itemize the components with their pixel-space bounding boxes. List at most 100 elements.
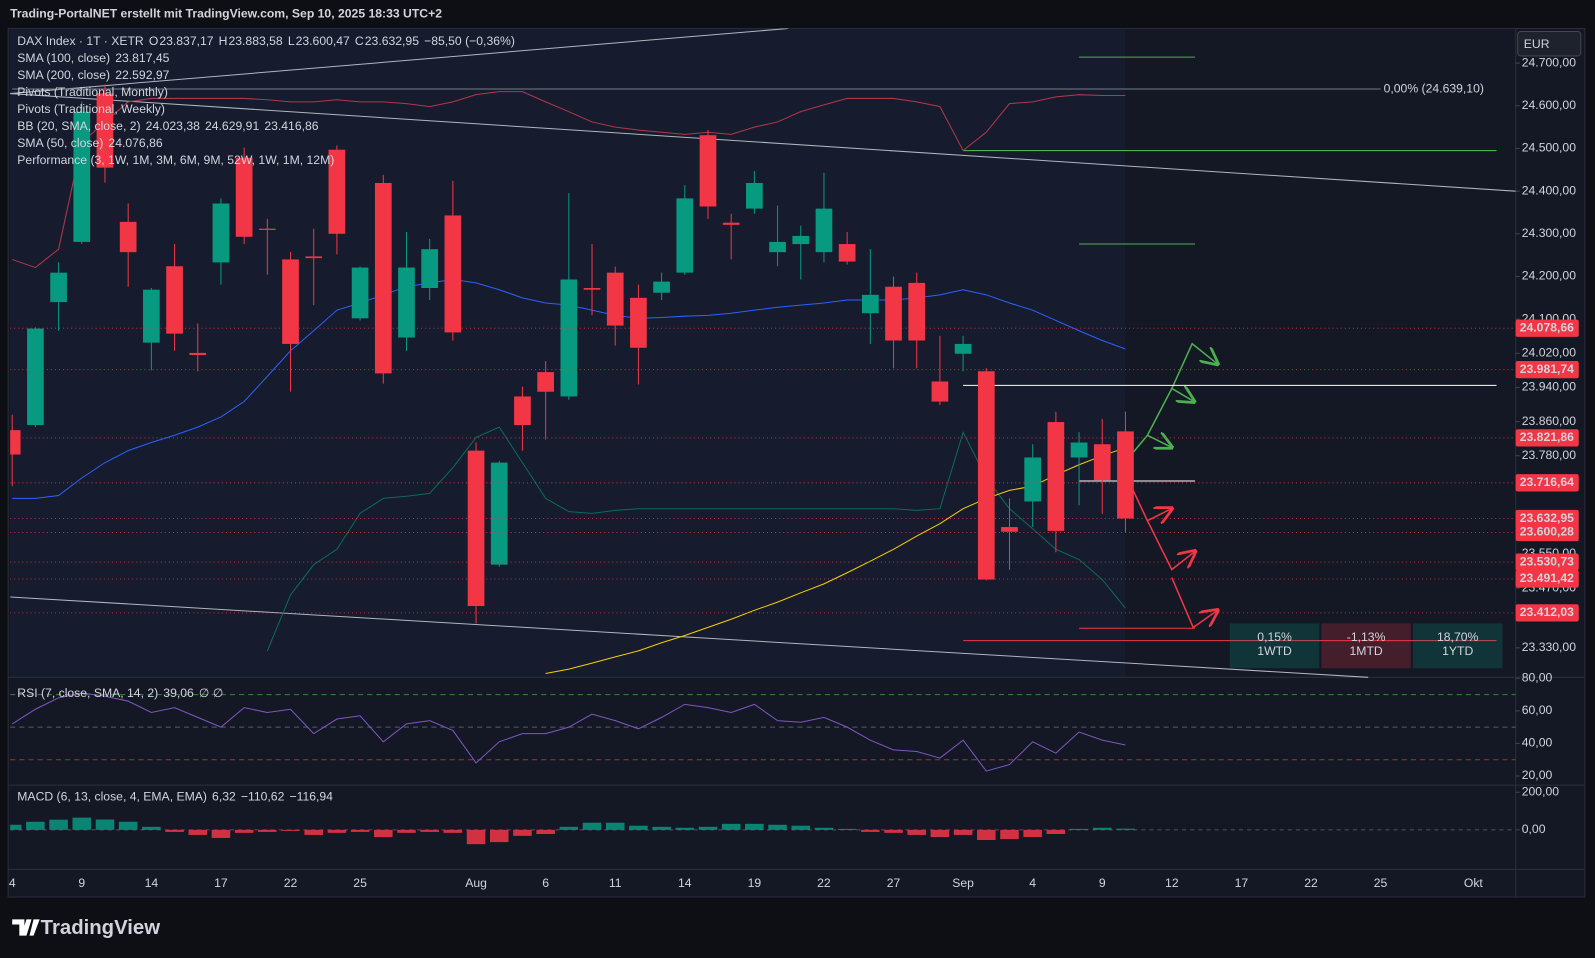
- macd-histogram-bar: [72, 817, 92, 830]
- x-tick-label: 17: [214, 876, 228, 890]
- performance-period: 1WTD: [1257, 644, 1292, 658]
- candle-body: [490, 462, 508, 565]
- macd-histogram-bar: [1092, 827, 1112, 830]
- x-tick-label: 12: [1165, 876, 1179, 890]
- candle-body: [954, 343, 972, 354]
- macd-histogram-bar: [721, 823, 741, 830]
- price-label-bg: [1515, 553, 1579, 571]
- macd-histogram-bar: [165, 829, 184, 832]
- indicator-line: [12, 91, 1126, 269]
- pivot-label: 0,00% (24.639,10): [1384, 81, 1484, 95]
- macd-histogram-bar: [49, 819, 68, 830]
- candle-body: [931, 381, 949, 402]
- macd-histogram-bar: [582, 822, 602, 830]
- macd-histogram-bar: [814, 827, 834, 830]
- candle-body: [1024, 457, 1042, 502]
- x-tick-label: 22: [817, 876, 831, 890]
- performance-period: 1MTD: [1350, 644, 1383, 658]
- y-tick-label: 80,00: [1522, 671, 1553, 685]
- y-tick-label: 24.200,00: [1522, 269, 1576, 283]
- macd-histogram-bar: [374, 829, 393, 838]
- macd-value: −110,62: [241, 790, 285, 804]
- performance-value: 0,15%: [1257, 630, 1292, 644]
- scenario-arrow: [1171, 577, 1218, 629]
- price-label: 23.981,74: [1520, 362, 1574, 376]
- candle-body: [769, 241, 786, 253]
- price-label-bg: [1515, 570, 1579, 588]
- ohlc-value: 23.883,58: [228, 34, 282, 48]
- y-tick-label: 24.400,00: [1522, 183, 1576, 197]
- study-name: BB (20, SMA, close, 2): [17, 119, 140, 133]
- y-tick-label: 24.500,00: [1522, 141, 1576, 155]
- macd-histogram-bar: [188, 829, 208, 835]
- candle-body: [977, 371, 995, 580]
- macd-histogram-bar: [327, 829, 347, 833]
- macd-histogram-bar: [930, 829, 950, 838]
- performance-box: [1229, 623, 1320, 669]
- study-name: SMA (50, close): [17, 136, 103, 150]
- overlay: 24.700,00 24.600,00 24.500,00 24.400,00 24.3…: [9, 34, 1579, 890]
- x-tick-label: 17: [1235, 876, 1249, 890]
- y-tick-label: 20,00: [1522, 768, 1553, 782]
- study-value: 24.629,91: [205, 119, 259, 133]
- y-tick-label: 200,00: [1522, 784, 1560, 798]
- price-label: 23.600,28: [1520, 525, 1574, 539]
- macd-histogram-bar: [489, 829, 509, 843]
- candle-body: [746, 183, 763, 209]
- x-tick-label: 6: [542, 876, 549, 890]
- price-label-bg: [1515, 429, 1579, 447]
- candle-body: [885, 286, 902, 341]
- y-tick-label: 23.780,00: [1522, 448, 1576, 462]
- macd-histogram-bar: [26, 821, 45, 830]
- candle-body: [1117, 431, 1134, 519]
- price-label: 23.716,64: [1520, 475, 1574, 489]
- macd-histogram-bar: [675, 827, 695, 830]
- trend-line: [10, 596, 1369, 678]
- macd-value: 6,32: [212, 790, 236, 804]
- x-tick-label: 19: [748, 876, 762, 890]
- macd-histogram-bar: [768, 824, 787, 830]
- candle-body: [699, 135, 717, 207]
- macd-histogram-bar: [234, 829, 254, 833]
- study-value: 24.023,38: [146, 119, 200, 133]
- macd-histogram-bar: [420, 829, 439, 832]
- macd-histogram-bar: [884, 829, 903, 833]
- price-label-bg: [1515, 523, 1579, 542]
- ohlc-value: 23.837,17: [159, 34, 213, 48]
- legend-symbol: DAX Index · 1T · XETR: [17, 34, 144, 48]
- x-tick-label: 11: [609, 876, 622, 890]
- price-label: 23.821,86: [1520, 430, 1574, 444]
- y-tick-label: 24.020,00: [1522, 346, 1576, 360]
- brand: TradingView: [41, 917, 161, 939]
- candle-body: [444, 215, 462, 333]
- macd-histogram-bar: [1116, 828, 1135, 830]
- candle-body: [374, 183, 392, 374]
- price-label-bg: [1515, 319, 1579, 337]
- macd-histogram-bar: [1000, 829, 1019, 840]
- currency-box[interactable]: [1517, 31, 1582, 57]
- x-tick-label: 4: [9, 876, 16, 890]
- macd-histogram-bar: [95, 819, 115, 830]
- macd-legend: MACD (6, 13, close, 4, EMA, EMA): [17, 790, 207, 804]
- candle-body: [722, 222, 740, 225]
- price-label-bg: [1515, 474, 1579, 492]
- y-tick-label: 60,00: [1522, 703, 1553, 717]
- macd-histogram-bar: [304, 829, 323, 835]
- y-tick-label: 23.330,00: [1522, 640, 1576, 654]
- candle-body: [792, 235, 810, 245]
- x-tick-label: 22: [1304, 876, 1318, 890]
- x-tick-label: Okt: [1464, 876, 1484, 890]
- candle-body: [50, 272, 67, 303]
- currency[interactable]: EUR: [1524, 37, 1550, 51]
- price-label: 23.491,42: [1520, 571, 1574, 585]
- macd-histogram-bar: [536, 829, 555, 834]
- candle-body: [1070, 442, 1088, 458]
- candle-body: [73, 111, 91, 242]
- macd-histogram-bar: [559, 826, 579, 830]
- candle-body: [537, 372, 554, 392]
- scenario-arrow: [1146, 520, 1195, 571]
- price-label: 23.632,95: [1520, 511, 1574, 525]
- macd-histogram-bar: [652, 826, 671, 830]
- candle-body: [282, 259, 299, 344]
